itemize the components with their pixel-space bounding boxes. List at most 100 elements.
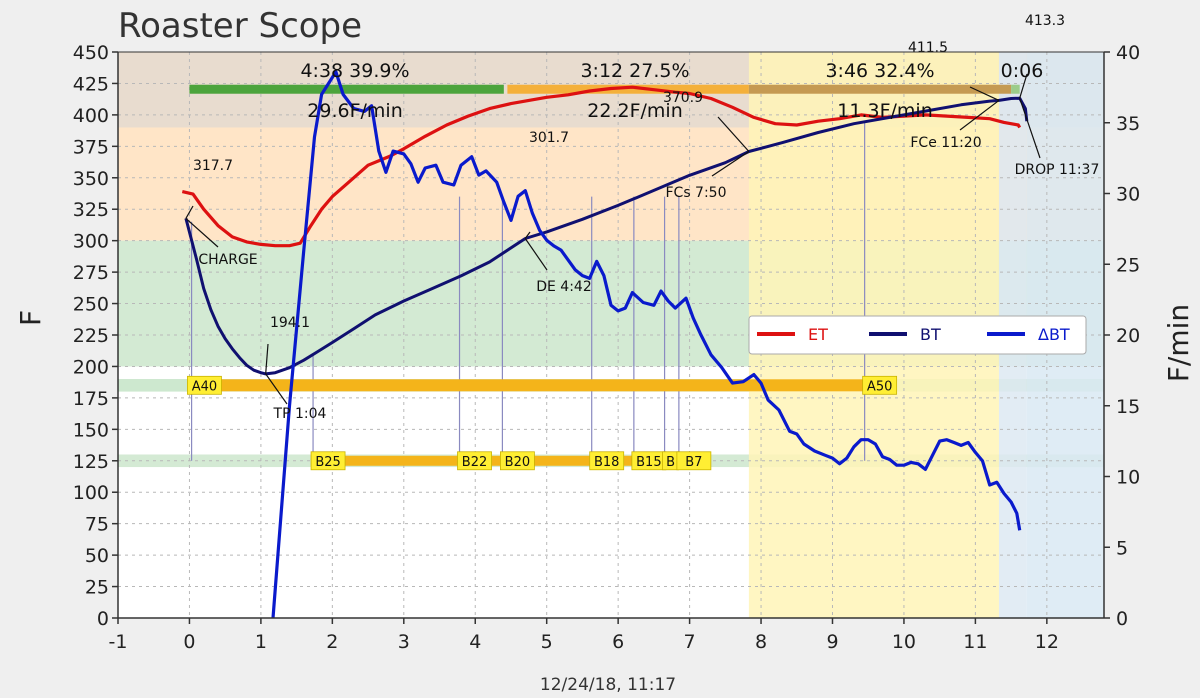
event-label-1: TP 1:04 — [273, 406, 327, 422]
y2-axis-label: F/min — [1162, 304, 1195, 382]
a-bar-tag-1 — [862, 375, 898, 395]
chart-title: Roaster Scope — [118, 6, 362, 46]
legend-box — [748, 315, 1087, 355]
y2-tick-label-40: 40 — [1116, 42, 1140, 64]
event-leader-value-3 — [717, 116, 750, 152]
b-bar-label-1: B22 — [462, 455, 487, 470]
event-value-2: 301.7 — [529, 130, 569, 146]
phase-ror-2: 11.3F/min — [837, 100, 932, 122]
b-bar-label-0: B25 — [315, 455, 340, 470]
phase-label-2: 3:46 32.4% — [825, 60, 934, 82]
x-tick-label-12: 12 — [1035, 631, 1059, 653]
y-tick-label-0: 0 — [97, 608, 109, 630]
phase-bar-0 — [189, 84, 504, 94]
event-leader-label-2 — [524, 238, 548, 271]
y-tick-label-25: 25 — [85, 577, 109, 599]
y-tick-label-150: 150 — [73, 419, 109, 441]
event-leader-value-0 — [185, 205, 194, 219]
x-tick-label-3: 3 — [398, 631, 410, 653]
y2-tick-label-0: 0 — [1116, 608, 1128, 630]
phase-label-0: 4:38 39.9% — [300, 60, 409, 82]
phase-label-1: 3:12 27.5% — [580, 60, 689, 82]
legend-label-dbt: ΔBT — [1038, 325, 1070, 344]
y-tick-label-50: 50 — [85, 545, 109, 567]
event-leader-value-4 — [969, 86, 1000, 101]
x-tick-label-10: 10 — [892, 631, 916, 653]
b-bar-tag-6 — [676, 451, 712, 471]
chart-date: 12/24/18, 11:17 — [540, 675, 676, 695]
event-leader-label-4 — [959, 99, 1000, 131]
event-leader-label-0 — [185, 217, 219, 248]
y-tick-label-450: 450 — [73, 42, 109, 64]
b-bar-tag-1 — [457, 451, 492, 471]
phase-bar-3 — [1011, 84, 1020, 94]
y2-tick-label-30: 30 — [1116, 184, 1140, 206]
y2-tick-label-25: 25 — [1116, 254, 1140, 276]
y-tick-label-375: 375 — [73, 136, 109, 158]
a-bar — [189, 379, 869, 392]
series-bt-line — [184, 96, 1029, 376]
y2-tick-label-10: 10 — [1116, 467, 1140, 489]
y-tick-label-225: 225 — [73, 325, 109, 347]
a-bar-label-0: A40 — [192, 379, 217, 394]
series-bt-line — [271, 70, 1022, 619]
y2-tick-label-20: 20 — [1116, 325, 1140, 347]
y-tick-label-275: 275 — [73, 262, 109, 284]
x-tick-label-0: 0 — [183, 631, 195, 653]
y2-tick-label-35: 35 — [1116, 113, 1140, 135]
b-bar-tag-2 — [499, 451, 535, 471]
phase-ror-0: 29.6F/min — [307, 100, 402, 122]
phase-bar-2 — [748, 84, 1012, 94]
y-tick-label-350: 350 — [73, 168, 109, 190]
y-tick-label-100: 100 — [73, 482, 109, 504]
event-leader-value-2 — [524, 231, 531, 239]
a-bar-tag-0 — [187, 375, 222, 395]
x-tick-label-8: 8 — [755, 631, 767, 653]
event-leader-label-5 — [1019, 97, 1041, 159]
x-tick-label-4: 4 — [469, 631, 481, 653]
x-tick-label-7: 7 — [684, 631, 696, 653]
b-bar-label-6: B7 — [685, 455, 702, 470]
y2-tick-label-5: 5 — [1116, 537, 1128, 559]
y-axis-label: F — [14, 310, 47, 326]
event-value-1: 194.1 — [270, 315, 310, 331]
phase-bar-1 — [507, 84, 749, 94]
y-tick-label-300: 300 — [73, 231, 109, 253]
event-label-3: FCs 7:50 — [665, 185, 726, 201]
axes: -1 0 1 2 3 4 5 6 7 8 9 10 11 120255075100125150175200… — [73, 42, 1140, 653]
event-leader-label-1 — [265, 373, 288, 405]
y-tick-label-75: 75 — [85, 514, 109, 536]
event-bars: A40 A50 B25 B22 B20 B18 B15 B B7 — [187, 84, 1020, 471]
event-label-5: DROP 11:37 — [1015, 162, 1100, 178]
b-bar-label-3: B18 — [594, 455, 619, 470]
legend: ET BT ΔBT — [748, 315, 1087, 355]
legend-label-et: ET — [808, 325, 828, 344]
y-tick-label-250: 250 — [73, 294, 109, 316]
x-tick-label-11: 11 — [963, 631, 987, 653]
x-tick-label-9: 9 — [826, 631, 838, 653]
x-tick-label-5: 5 — [541, 631, 553, 653]
y-tick-label-325: 325 — [73, 199, 109, 221]
phase-ror-1: 22.2F/min — [587, 100, 682, 122]
y-tick-label-400: 400 — [73, 105, 109, 127]
y-tick-label-425: 425 — [73, 73, 109, 95]
a-bar-label-1: A50 — [867, 379, 892, 394]
event-leader-label-3 — [711, 150, 750, 177]
b-bar-label-5: B — [666, 455, 675, 470]
x-tick-label--1: -1 — [109, 631, 128, 653]
event-value-4: 411.5 — [908, 40, 948, 56]
b-bar-tag-3 — [589, 451, 625, 471]
event-value-0: 317.7 — [193, 158, 233, 174]
y2-tick-label-15: 15 — [1116, 396, 1140, 418]
b-bar-tag-0 — [310, 451, 346, 471]
event-value-3: 370.9 — [663, 90, 703, 106]
event-label-2: DE 4:42 — [536, 279, 592, 295]
event-leader-value-1 — [265, 343, 269, 374]
b-bar-label-4: B15 — [636, 455, 661, 470]
legend-label-bt: BT — [920, 325, 941, 344]
event-value-5: 413.3 — [1025, 13, 1065, 29]
x-tick-label-2: 2 — [326, 631, 338, 653]
b-bar-label-2: B20 — [505, 455, 530, 470]
event-leader-value-5 — [1019, 73, 1028, 99]
